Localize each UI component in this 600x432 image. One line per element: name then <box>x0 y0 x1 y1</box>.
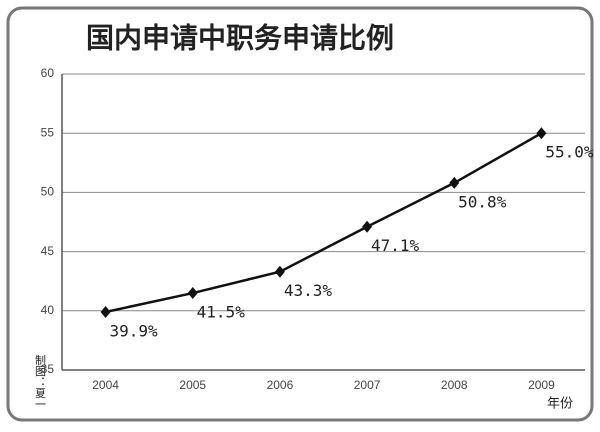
y-tick-label: 35 <box>41 362 55 376</box>
y-tick-label: 60 <box>41 66 55 80</box>
y-tick-label: 45 <box>41 244 55 258</box>
frame <box>6 6 594 422</box>
y-tick-label: 50 <box>41 185 55 199</box>
y-tick-label: 40 <box>41 303 55 317</box>
x-tick-label: 2007 <box>354 378 381 392</box>
chart-title: 国内申请中职务申请比例 <box>86 22 394 55</box>
credit: 制图：夏一 <box>34 354 47 409</box>
y-tick-label: 55 <box>41 125 55 139</box>
x-tick-label: 2005 <box>179 378 206 392</box>
marker <box>362 220 373 233</box>
value-label: 50.8% <box>458 192 507 211</box>
marker <box>536 127 547 140</box>
x-tick-label: 2008 <box>441 378 468 392</box>
marker <box>274 265 285 278</box>
x-tick-label: 2006 <box>267 378 294 392</box>
marker <box>187 287 198 300</box>
marker <box>100 305 111 318</box>
value-label: 47.1% <box>371 236 420 255</box>
value-label: 55.0% <box>545 143 594 162</box>
x-tick-label: 2004 <box>92 378 119 392</box>
x-tick-label: 2009 <box>528 378 555 392</box>
value-label: 39.9% <box>109 321 158 340</box>
value-label: 43.3% <box>284 281 333 300</box>
data-line <box>105 132 543 314</box>
x-axis-label: 年份 <box>547 397 573 412</box>
marker <box>449 176 460 189</box>
value-label: 41.5% <box>197 303 246 322</box>
